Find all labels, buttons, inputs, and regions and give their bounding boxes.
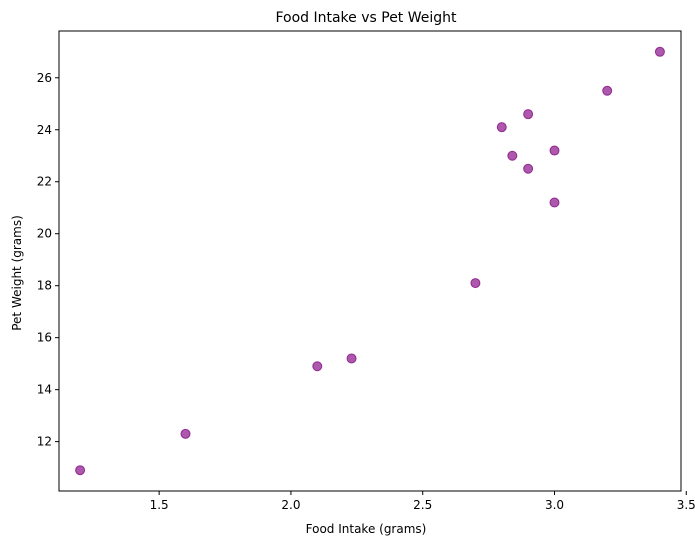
x-axis-ticks: 1.5 2.0 2.5 3.0 3.5: [150, 491, 695, 512]
data-point: [549, 145, 560, 156]
data-point: [523, 109, 534, 120]
x-tick-label: 3.0: [545, 498, 564, 512]
y-tick-label: 20: [37, 227, 52, 241]
x-tick-label: 1.5: [150, 498, 169, 512]
y-axis-label: Pet Weight (grams): [10, 215, 24, 331]
data-point: [312, 361, 323, 372]
data-point: [470, 278, 481, 289]
data-point: [75, 465, 86, 476]
y-tick-label: 18: [37, 279, 52, 293]
data-point: [496, 122, 507, 133]
plot-frame: [58, 30, 682, 492]
y-tick-label: 14: [37, 383, 52, 397]
data-points: [75, 46, 665, 476]
data-point: [507, 150, 518, 161]
plot-area: [58, 30, 682, 492]
data-point: [180, 428, 191, 439]
x-tick-label: 2.5: [413, 498, 432, 512]
y-tick-label: 22: [37, 175, 52, 189]
x-axis-label: Food Intake (grams): [306, 522, 427, 536]
y-tick-label: 24: [37, 123, 52, 137]
x-tick-label: 3.5: [677, 498, 695, 512]
y-tick-label: 16: [37, 331, 52, 345]
data-point: [549, 197, 560, 208]
data-point: [523, 163, 534, 174]
y-tick-label: 26: [37, 71, 52, 85]
y-axis-ticks: 12 14 16 18 20 22 24 26: [37, 71, 59, 449]
x-tick-label: 2.0: [281, 498, 300, 512]
y-tick-label: 12: [37, 435, 52, 449]
data-point: [346, 353, 357, 364]
data-point: [602, 85, 613, 96]
chart-title: Food Intake vs Pet Weight: [275, 10, 457, 26]
data-point: [654, 46, 665, 57]
